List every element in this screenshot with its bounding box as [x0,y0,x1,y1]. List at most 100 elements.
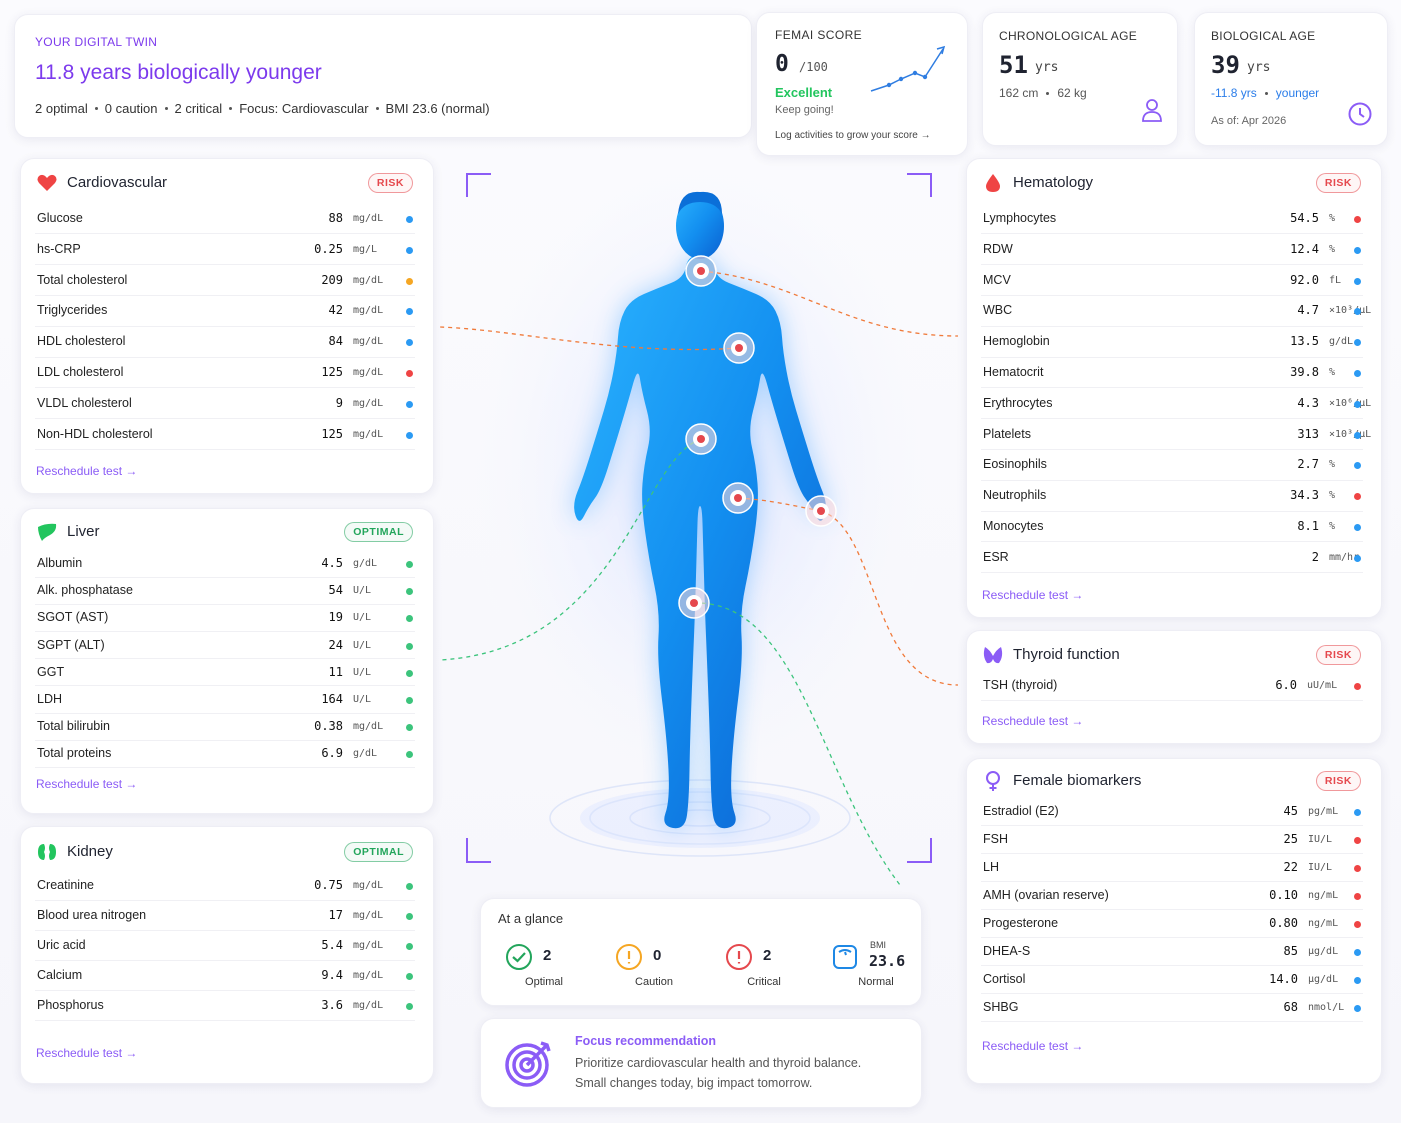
status-dot [1354,865,1361,872]
biomarker-unit: mm/hr [1329,551,1360,563]
row-separator [981,479,1363,481]
score-link[interactable]: Log activities to grow your score → [775,130,931,141]
icon-part [506,944,532,970]
biomarker-value: 85 [1283,944,1298,958]
status-dot [406,308,413,316]
biomarker-unit: mg/dL [353,274,384,286]
biomarker-name: Neutrophils [983,488,1047,503]
biomarker-name: LDL cholesterol [37,365,124,379]
row-separator [981,295,1363,296]
panel-icon [37,174,57,191]
panel-card: Cardiovascular RISK Glucose 88 mg/dL hs-CRP 0.… [20,158,434,494]
status-dot [1354,554,1361,562]
status-dot [406,561,413,568]
row-separator [35,900,415,901]
biomarker-name: Monocytes [983,519,1044,533]
row-separator [35,356,415,358]
connector-line [693,602,901,886]
biomarker-unit: mg/dL [353,336,384,348]
biomarker-unit: IU/L [1308,862,1333,873]
biomarker-unit: ng/mL [1308,890,1339,901]
status-dot [1354,1005,1361,1012]
age-detail: -11.8 yrs [1211,86,1257,100]
status-dot [406,973,413,980]
biomarker-value: 45 [1283,804,1298,818]
biomarker-unit: g/dL [1329,336,1354,348]
row-separator [35,576,415,578]
row-separator [981,881,1363,882]
row-separator [35,418,415,420]
status-dot [1354,370,1361,377]
age-detail: younger [1275,86,1320,100]
row-separator [35,603,415,605]
reschedule-link[interactable]: Reschedule test → [36,1046,138,1060]
biomarker-value: 39.8 [1290,365,1319,379]
biomarker-name: GGT [37,664,65,679]
connector-line [439,326,740,351]
status-dot [1354,339,1361,347]
row-separator [981,387,1363,389]
status-dot [1354,400,1361,408]
marker-dot [734,494,742,502]
glance-card: At a glance 2 Optimal 0 Caution 2 Critical BMI 2… [480,898,922,1006]
biomarker-name: Triglycerides [37,303,108,318]
biomarker-value: 22 [1283,860,1298,874]
biomarker-unit: U/L [353,585,372,597]
status-dot [406,246,413,254]
glance-icon [726,944,752,970]
focus-text: Small changes today, big impact tomorrow… [575,1076,813,1090]
biomarker-name: AMH (ovarian reserve) [983,888,1109,902]
row-separator [981,264,1363,266]
icon-part [38,844,45,860]
row-separator [981,965,1363,966]
row-separator [981,233,1363,235]
summary-item: 2 critical [174,101,223,116]
status-dot [406,751,413,759]
score-value: 0 [775,51,789,77]
status-dot [1354,921,1361,928]
biomarker-value: 11 [328,664,343,679]
status-dot [406,943,413,950]
biomarker-value: 25 [1283,832,1298,846]
biomarker-value: 34.3 [1290,488,1319,503]
reschedule-link[interactable]: Reschedule test → [36,464,138,478]
reschedule-link[interactable]: Reschedule test → [982,1039,1084,1053]
sparkline-arrow [936,45,946,55]
biomarker-value: 5.4 [321,938,343,952]
row-separator [35,264,415,266]
biomarker-unit: mg/dL [353,910,384,921]
biomarker-unit: mg/dL [353,940,384,951]
status-dot [1354,837,1361,844]
biomarker-unit: mg/dL [353,397,384,409]
biomarker-unit: mg/dL [353,305,384,317]
status-dot [1354,493,1361,501]
panel-title: Kidney [67,843,113,860]
biomarker-unit: % [1329,213,1336,224]
status-dot [406,216,413,223]
status-dot [406,669,413,677]
biomarker-value: 12.4 [1290,241,1319,256]
biomarker-unit: U/L [353,612,372,624]
biomarker-name: Estradiol (E2) [983,804,1059,818]
glance-value: 2 [543,947,552,964]
biomarker-value: 13.5 [1290,334,1319,349]
row-separator [981,909,1363,910]
separator-dot [164,107,168,110]
icon-part [1348,102,1372,126]
icon-part [983,647,1003,664]
row-separator [35,631,415,632]
biomarker-value: 54 [328,583,343,598]
glance-icon [833,945,857,969]
reschedule-link[interactable]: Reschedule test → [982,588,1084,602]
separator-dot [1264,91,1268,95]
reschedule-link[interactable]: Reschedule test → [982,714,1084,728]
row-separator [35,685,415,687]
panel-card: Thyroid function RISK TSH (thyroid) 6.0 uU/m… [966,630,1382,744]
biomarker-name: Glucose [37,211,83,225]
biomarker-value: 164 [321,692,343,706]
reschedule-link[interactable]: Reschedule test → [36,777,138,791]
biomarker-unit: ×10³/μL [1329,305,1372,317]
score-sparkline [870,45,946,92]
glance-title: At a glance [498,911,564,926]
status-dot [1354,277,1361,285]
